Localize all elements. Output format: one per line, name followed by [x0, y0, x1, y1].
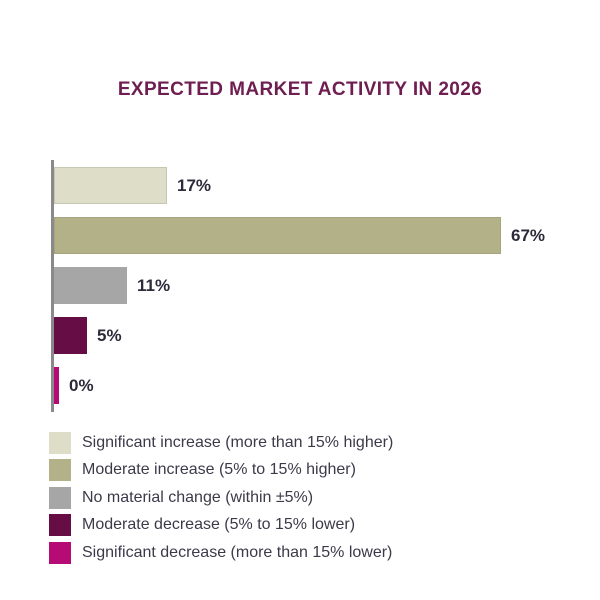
y-axis-line [51, 160, 54, 412]
legend-row-significant-increase-more: Significant increase (more than 15% high… [49, 429, 393, 457]
legend-row-no-material-change: No material change (within ±5%) [49, 484, 393, 512]
bar-significant-increase-more [54, 167, 167, 204]
bar-value-label: 17% [177, 175, 212, 195]
bar-row-moderate-increase-5: 67% [54, 217, 545, 254]
legend-row-significant-decrease-more: Significant decrease (more than 15% lowe… [49, 539, 393, 567]
legend-swatch-icon [49, 459, 71, 482]
legend-swatch-icon [49, 514, 71, 537]
legend-label: No material change (within ±5%) [82, 488, 314, 506]
legend-label: Significant decrease (more than 15% lowe… [82, 543, 393, 561]
legend-label: Moderate increase (5% to 15% higher) [82, 461, 356, 479]
bar-value-label: 67% [511, 225, 546, 245]
legend-swatch-icon [49, 486, 71, 509]
bar-no-material-change [54, 267, 127, 304]
bar-significant-decrease-more [54, 367, 59, 404]
chart-title: EXPECTED MARKET ACTIVITY IN 2026 [117, 79, 483, 100]
bar-value-label: 0% [69, 375, 94, 395]
bar-row-moderate-decrease-5: 5% [54, 317, 122, 354]
legend-swatch-icon [49, 541, 71, 564]
bar-row-no-material-change: 11% [54, 267, 170, 304]
bar-row-significant-decrease-more: 0% [54, 367, 94, 404]
legend-row-moderate-decrease-5: Moderate decrease (5% to 15% lower) [49, 512, 393, 540]
legend-row-moderate-increase-5: Moderate increase (5% to 15% higher) [49, 457, 393, 485]
bar-value-label: 11% [137, 275, 171, 295]
legend-label: Moderate decrease (5% to 15% lower) [82, 516, 356, 534]
bar-value-label: 5% [97, 325, 122, 345]
bar-moderate-decrease-5 [54, 317, 87, 354]
legend-label: Significant increase (more than 15% high… [82, 433, 394, 451]
legend: Significant increase (more than 15% high… [49, 429, 393, 567]
legend-swatch-icon [49, 431, 71, 454]
bar-row-significant-increase-more: 17% [54, 167, 211, 204]
bar-moderate-increase-5 [54, 217, 501, 254]
